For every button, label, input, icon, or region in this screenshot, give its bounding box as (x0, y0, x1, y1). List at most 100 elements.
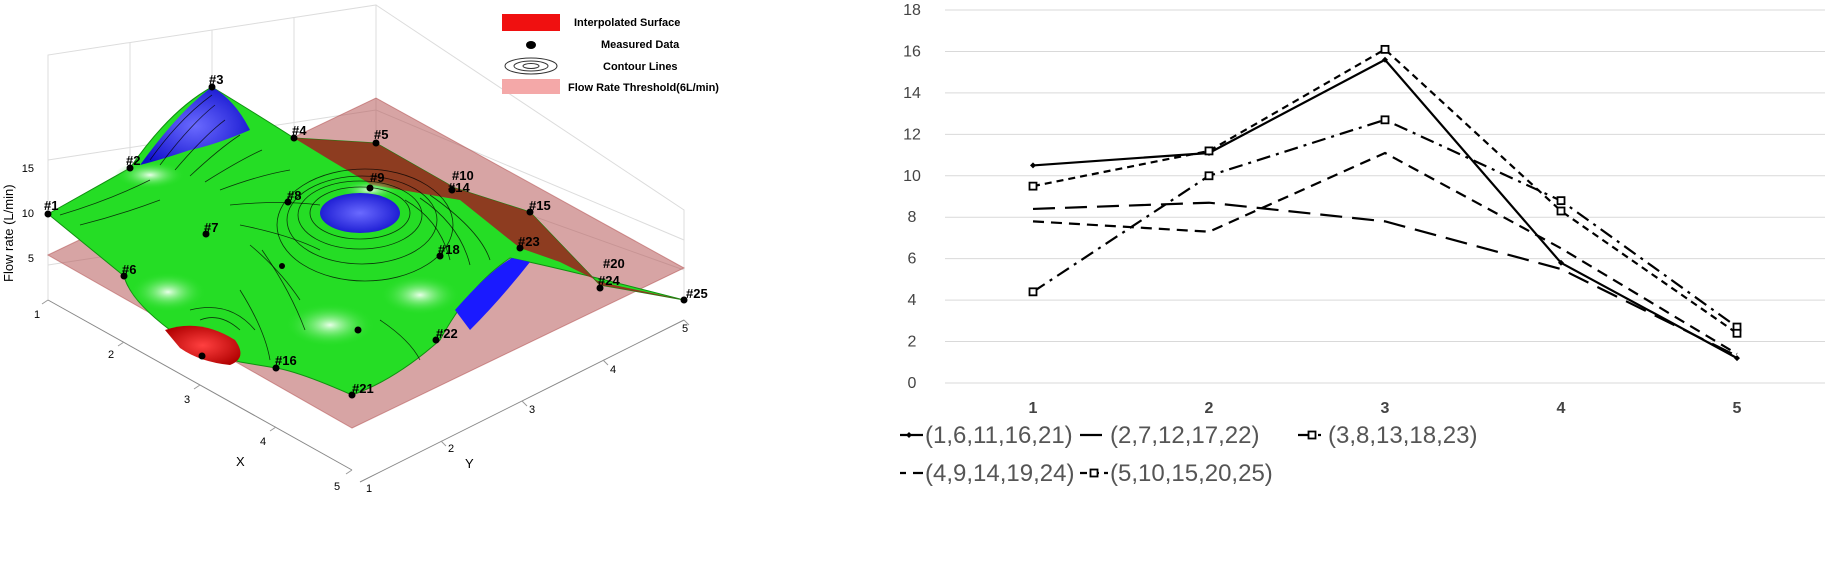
legend-measured-text: Measured Data (601, 39, 680, 51)
legend-label-1: (2,7,12,17,22) (1110, 422, 1259, 449)
series-0-line (1032, 58, 1738, 360)
svg-text:4: 4 (610, 364, 616, 376)
svg-text:4: 4 (260, 436, 266, 448)
y-tick-label: 14 (903, 85, 921, 102)
point-12 (279, 263, 285, 269)
label-p14: #14 (448, 180, 470, 195)
x-tick-label: 3 (1381, 400, 1390, 417)
y-tick-label: 2 (908, 334, 917, 351)
chart-gridlines (945, 9, 1825, 384)
point-22 (432, 336, 440, 344)
label-p4: #4 (292, 123, 307, 138)
legend-surface-swatch (502, 14, 560, 31)
point-20 (596, 284, 604, 292)
legend-entry-0: (1,6,11,16,21) (895, 422, 1073, 449)
x-tick-label: 1 (1029, 400, 1038, 417)
legend-label-3: (4,9,14,19,24) (925, 460, 1074, 487)
label-p5: #5 (374, 127, 388, 142)
label-p10: #10 (452, 168, 474, 183)
label-p20: #20 (603, 256, 625, 271)
point-21 (348, 391, 356, 399)
label-p8: #8 (287, 188, 301, 203)
point-23 (516, 244, 524, 252)
legend-label-4: (5,10,15,20,25) (1110, 460, 1273, 487)
label-p3: #3 (209, 72, 223, 87)
y-tick-label: 8 (908, 209, 917, 226)
x-tick-label: 5 (1733, 400, 1742, 417)
y-axis-label: Y (465, 456, 474, 471)
measured-points (44, 83, 688, 399)
legend-entry-2: (3,8,13,18,23) (1298, 422, 1477, 449)
point-8 (284, 198, 292, 206)
point-2 (126, 164, 134, 172)
y-tick-label: 10 (903, 168, 921, 185)
svg-text:2: 2 (108, 349, 114, 361)
y-tick-label: 0 (908, 375, 917, 392)
surface-legend: Interpolated Surface Measured Data Conto… (502, 14, 719, 94)
label-p23: #23 (518, 234, 540, 249)
series-2-line (1032, 118, 1738, 328)
legend-measured-marker (526, 41, 536, 49)
y-tick-label: 12 (903, 126, 921, 143)
series-4-point (1089, 468, 1099, 478)
svg-text:5: 5 (682, 323, 688, 335)
series-1 (1032, 201, 1738, 358)
z-ticks: 15 10 5 (22, 163, 34, 265)
y-tick-label: 18 (903, 2, 921, 19)
svg-text:1: 1 (34, 309, 40, 321)
series-0-point (906, 432, 912, 438)
label-p1: #1 (44, 198, 58, 213)
chart-series (1028, 44, 1742, 362)
series-2 (1028, 115, 1742, 332)
z-axis-label: Flow rate (L/min) (1, 184, 16, 282)
point-4 (290, 134, 298, 142)
x-axis-label: X (236, 454, 245, 469)
x-ticks: 1 2 3 4 5 (34, 309, 340, 493)
svg-text:2: 2 (448, 443, 454, 455)
series-2-point (1307, 430, 1317, 440)
legend-entry-1: (2,7,12,17,22) (1080, 422, 1259, 449)
svg-text:5: 5 (334, 481, 340, 493)
surface-plot: #1 #2 #3 #4 #5 #6 #7 #8 #9 #10 #14 #15 #… (1, 4, 719, 495)
series-0 (1030, 56, 1740, 362)
legend-surface-text: Interpolated Surface (574, 17, 680, 29)
series-2-point (1380, 115, 1390, 125)
svg-text:3: 3 (529, 404, 535, 416)
series-4-point (1204, 146, 1214, 156)
point-5 (372, 139, 380, 147)
series-0-point (1382, 56, 1388, 63)
y-tick-label: 16 (903, 43, 921, 60)
label-p2: #2 (126, 153, 140, 168)
point-7 (202, 230, 210, 238)
label-p22: #22 (436, 326, 458, 341)
point-16 (272, 364, 280, 372)
series-2-point (1028, 287, 1038, 297)
series-1-line (1032, 201, 1738, 358)
chart-y-ticks: 0 2 4 6 8 10 12 14 16 18 (903, 2, 921, 392)
series-4-point (1732, 328, 1742, 338)
point-18 (436, 252, 444, 260)
label-p25: #25 (686, 286, 708, 301)
legend-label-0: (1,6,11,16,21) (925, 422, 1073, 449)
series-4-point (1380, 44, 1390, 54)
x-tick-label: 2 (1205, 400, 1214, 417)
label-p21: #21 (352, 381, 374, 396)
label-p6: #6 (122, 262, 136, 277)
label-p16: #16 (275, 353, 297, 368)
series-2-point (1556, 196, 1566, 206)
label-p9: #9 (370, 170, 384, 185)
svg-text:3: 3 (184, 394, 190, 406)
series-4-point (1028, 181, 1038, 191)
legend-contour-icon (504, 57, 558, 75)
series-2-point (1204, 171, 1214, 181)
point-10 (448, 186, 456, 194)
point-labels: #1 #2 #3 #4 #5 #6 #7 #8 #9 #10 #14 #15 #… (44, 72, 708, 396)
chart-x-ticks: 1 2 3 4 5 (1029, 400, 1742, 417)
legend-label-2: (3,8,13,18,23) (1328, 422, 1477, 449)
series-0-point (1030, 162, 1036, 169)
point-3 (208, 83, 216, 91)
y-ticks: 1 2 3 4 5 (366, 323, 688, 495)
series-4 (1028, 44, 1742, 338)
point-25 (680, 296, 688, 304)
